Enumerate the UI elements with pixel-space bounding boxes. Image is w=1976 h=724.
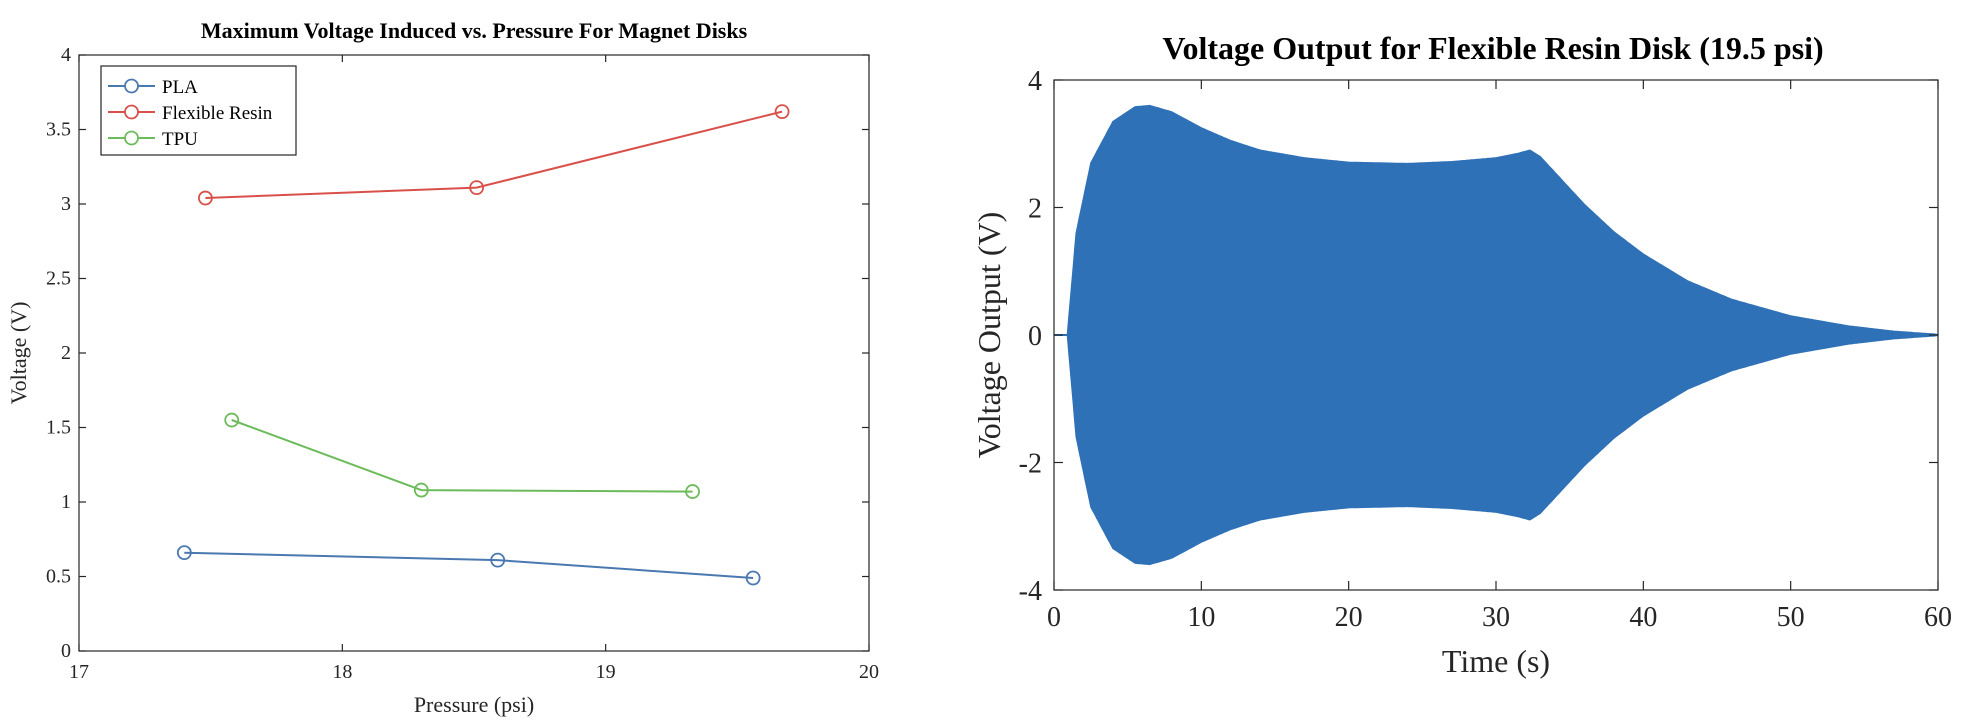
data-point-tpu (224, 412, 240, 428)
left-y-tick-label: 0.5 (46, 566, 71, 588)
data-point-pla (176, 545, 192, 561)
left-y-axis-label: Voltage (V) (6, 302, 31, 405)
left-series-group (176, 104, 790, 586)
left-y-tick-label: 1.5 (46, 417, 71, 439)
left-x-tick-label: 18 (332, 661, 352, 683)
left-legend: PLA Flexible Resin TPU (100, 65, 297, 156)
right-x-tick-label: 30 (1482, 602, 1510, 633)
right-y-tick-label: -4 (1019, 576, 1042, 607)
right-x-axis-label: Time (s) (1442, 643, 1550, 679)
right-y-tick-label: 2 (1028, 194, 1042, 225)
right-y-tick-label: -2 (1019, 449, 1042, 480)
legend-label-tpu: TPU (162, 129, 198, 150)
left-y-tick-label: 2.5 (46, 268, 71, 290)
left-y-tick-label: 0 (61, 640, 71, 662)
left-y-tick-label: 2 (61, 342, 71, 364)
left-y-tick-label: 3 (61, 193, 71, 215)
right-chart-title: Voltage Output for Flexible Resin Disk (… (1162, 30, 1823, 66)
right-y-tick-label: 4 (1028, 66, 1042, 97)
series-line-flexible-resin (205, 110, 783, 199)
legend-marker-flexible-resin (124, 104, 139, 120)
data-point-flexible-resin (469, 180, 485, 196)
series-line-pla (184, 551, 754, 579)
data-point-flexible-resin (774, 104, 790, 120)
left-x-tick-label: 20 (859, 661, 879, 683)
left-x-tick-label: 17 (69, 661, 89, 683)
right-y-tick-label: 0 (1028, 321, 1042, 352)
right-chart: Voltage Output for Flexible Resin Disk (… (971, 30, 1952, 679)
series-line-tpu (231, 419, 693, 493)
data-point-pla (745, 570, 761, 586)
right-axis-ticks: 0 10 20 30 40 50 60 -4 -2 0 2 4 (1019, 66, 1952, 633)
right-x-tick-label: 60 (1924, 602, 1952, 633)
right-x-tick-label: 20 (1335, 602, 1363, 633)
data-point-tpu (685, 484, 700, 499)
right-x-tick-label: 0 (1047, 602, 1061, 633)
right-x-tick-label: 40 (1629, 602, 1657, 633)
data-point-flexible-resin (197, 190, 213, 206)
left-chart: Maximum Voltage Induced vs. Pressure For… (6, 18, 879, 717)
right-x-tick-label: 10 (1187, 602, 1215, 633)
left-y-tick-label: 3.5 (46, 119, 71, 141)
left-y-tick-label: 4 (61, 44, 71, 66)
legend-marker-pla (124, 78, 139, 94)
right-x-tick-label: 50 (1777, 602, 1805, 633)
legend-label-pla: PLA (162, 77, 198, 98)
left-x-tick-label: 19 (596, 661, 616, 683)
legend-label-flexible-resin: Flexible Resin (162, 103, 273, 124)
left-y-tick-label: 1 (61, 491, 71, 513)
legend-entry-pla: PLA (108, 77, 198, 98)
left-axis-ticks: 17 18 19 20 0 0.5 1 1.5 2 2.5 3 3.5 4 (46, 44, 879, 683)
data-point-tpu (413, 482, 429, 498)
right-y-axis-label: Voltage Output (V) (971, 212, 1007, 458)
legend-marker-tpu (124, 130, 139, 146)
left-chart-title: Maximum Voltage Induced vs. Pressure For… (201, 18, 748, 43)
data-point-pla (490, 552, 506, 568)
left-x-axis-label: Pressure (psi) (414, 692, 534, 717)
legend-entry-flexible-resin: Flexible Resin (108, 103, 273, 124)
legend-entry-tpu: TPU (108, 129, 198, 150)
